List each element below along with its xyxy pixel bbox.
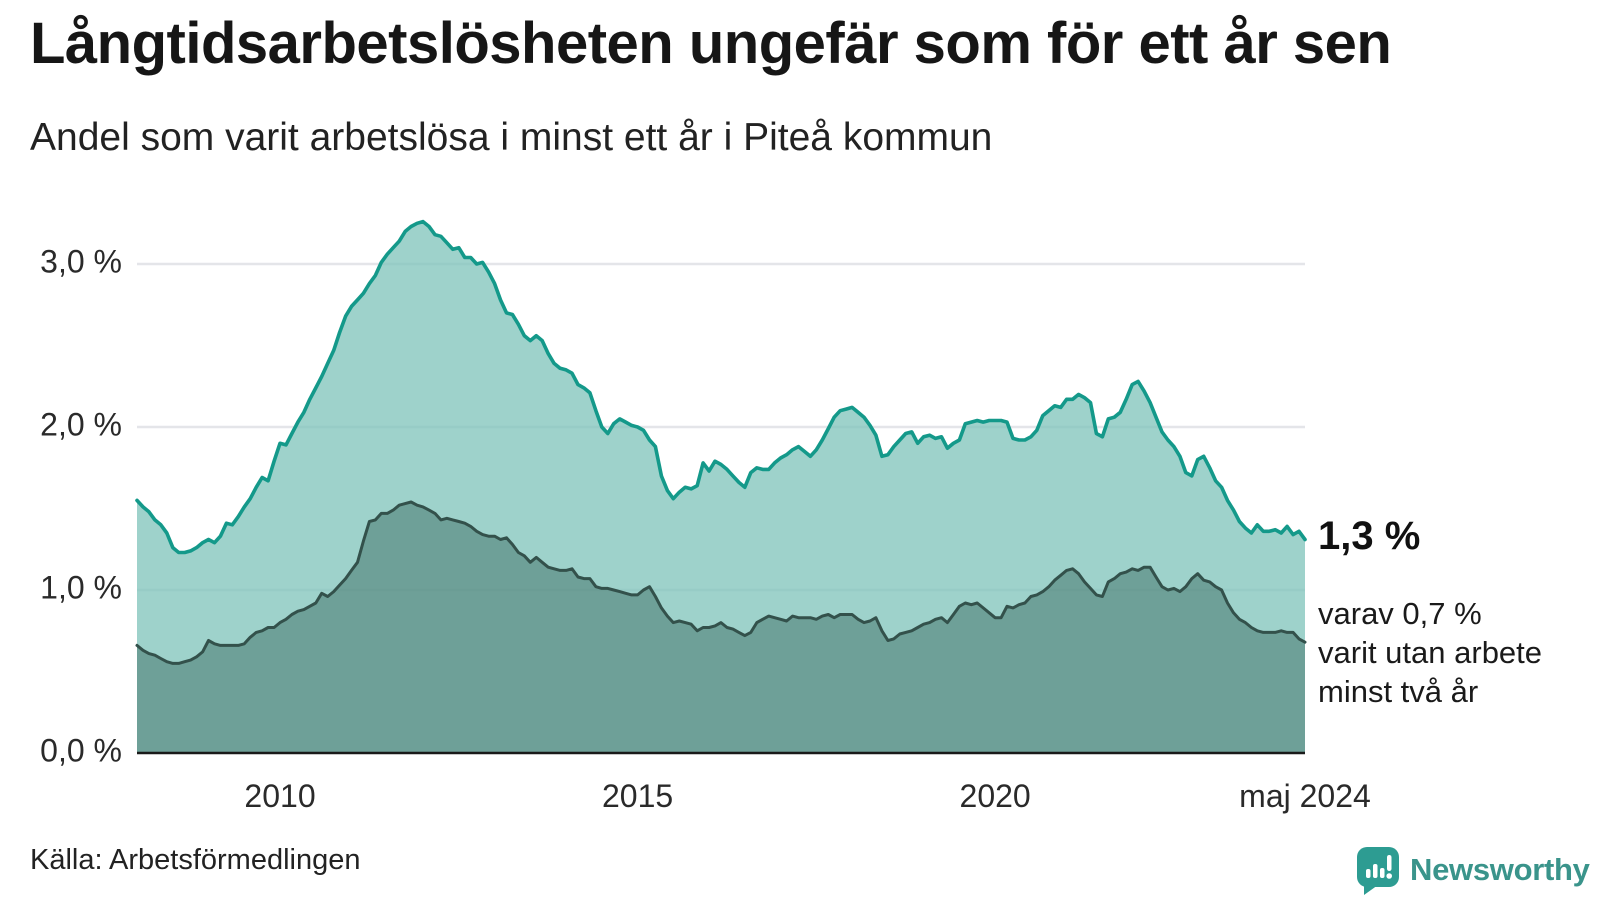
end-value-note-line: minst två år — [1318, 674, 1479, 709]
source-note: Källa: Arbetsförmedlingen — [30, 844, 361, 876]
series-line-unemployed-min-1yr — [135, 219, 1307, 555]
end-value-note-line: varav 0,7 % — [1318, 596, 1482, 631]
newsworthy-wordmark: Newsworthy — [1410, 852, 1590, 887]
series-line-unemployed-min-2yr — [135, 500, 1307, 665]
end-value-note-line: varit utan arbete — [1318, 635, 1543, 670]
end-value-note: varav 0,7 % varit utan arbete minst två år — [1318, 594, 1542, 711]
newsworthy-logo-icon — [1357, 847, 1399, 895]
end-value-label: 1,3 % — [1318, 514, 1421, 558]
chart-title: Långtidsarbetslösheten ungefär som för e… — [30, 11, 1392, 76]
newsworthy-branding: Newsworthy — [1354, 845, 1590, 895]
chart-subtitle: Andel som varit arbetslösa i minst ett å… — [30, 116, 993, 159]
series-area-unemployed-min-2yr — [137, 502, 1305, 753]
